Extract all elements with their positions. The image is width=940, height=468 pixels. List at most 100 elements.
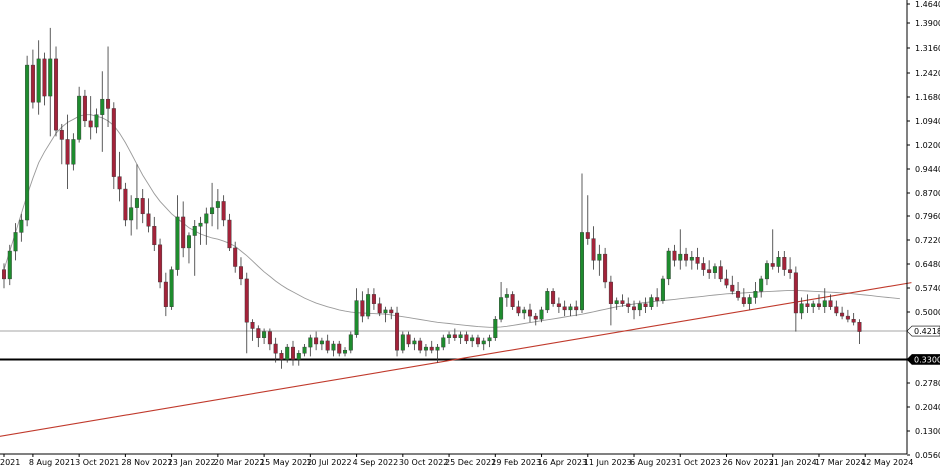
candle-body bbox=[175, 216, 180, 270]
candle-body bbox=[377, 303, 382, 314]
candle-body bbox=[822, 300, 827, 307]
candle bbox=[707, 260, 712, 279]
candle bbox=[684, 247, 689, 267]
candle-body bbox=[366, 294, 371, 317]
candle-body bbox=[793, 272, 798, 314]
candle-body bbox=[71, 139, 76, 165]
candle-body bbox=[447, 334, 452, 338]
candle-body bbox=[597, 253, 602, 261]
candle bbox=[562, 300, 567, 317]
candle-body bbox=[395, 312, 400, 351]
candle-body bbox=[776, 257, 781, 267]
candle-body bbox=[134, 198, 139, 208]
candle bbox=[227, 213, 232, 252]
candle-body bbox=[250, 322, 255, 329]
candle-body bbox=[660, 278, 665, 301]
candle-body bbox=[499, 297, 504, 320]
x-tick-label: 17 Mar 2024 bbox=[815, 458, 866, 467]
candle bbox=[840, 306, 845, 320]
candle-body bbox=[475, 337, 480, 345]
candle bbox=[522, 306, 527, 320]
candle bbox=[291, 340, 296, 366]
x-tick-label: 4 Sep 2022 bbox=[353, 458, 399, 467]
candle-body bbox=[811, 303, 816, 307]
candle bbox=[724, 269, 729, 289]
candle bbox=[718, 260, 723, 283]
candle bbox=[88, 96, 93, 140]
candle bbox=[689, 251, 694, 270]
candle-body bbox=[406, 334, 411, 345]
candle bbox=[134, 164, 139, 230]
candle-body bbox=[516, 306, 521, 314]
candle bbox=[383, 306, 388, 323]
y-tick-label: 1.4640 bbox=[915, 0, 940, 9]
candle-body bbox=[649, 297, 654, 307]
candle-body bbox=[418, 340, 423, 351]
candle-body bbox=[123, 188, 128, 221]
x-tick-label: 16 Apr 2023 bbox=[538, 458, 587, 467]
candle bbox=[146, 198, 151, 233]
candle-body bbox=[59, 129, 64, 140]
candle bbox=[412, 337, 417, 351]
candle-body bbox=[585, 232, 590, 239]
candle bbox=[59, 123, 64, 165]
candle bbox=[539, 306, 544, 323]
current-price-badge-label: 0.4218 bbox=[914, 327, 940, 336]
candle-body bbox=[279, 353, 284, 360]
candle-body bbox=[19, 219, 24, 233]
candle-body bbox=[54, 58, 59, 131]
candle-body bbox=[788, 269, 793, 273]
candle-body bbox=[736, 291, 741, 298]
candle bbox=[660, 275, 665, 304]
candle bbox=[585, 195, 590, 245]
x-tick-label: 11 Jun 2023 bbox=[584, 458, 632, 467]
candle bbox=[354, 288, 359, 338]
current-price-badge-shape bbox=[906, 325, 940, 337]
candle-body bbox=[672, 250, 677, 261]
x-tick-label: 15 May 2022 bbox=[260, 458, 312, 467]
candle bbox=[475, 334, 480, 348]
candle-body bbox=[181, 216, 186, 249]
candle bbox=[158, 238, 163, 289]
candle-body bbox=[845, 315, 850, 320]
candle-body bbox=[452, 334, 457, 338]
candle-body bbox=[296, 353, 301, 360]
candle-body bbox=[30, 64, 35, 103]
candle bbox=[643, 297, 648, 313]
candle bbox=[238, 257, 243, 286]
x-tick-label: 19 Feb 2023 bbox=[491, 458, 541, 467]
candle-body bbox=[129, 207, 134, 221]
candle bbox=[614, 297, 619, 310]
candle-body bbox=[146, 213, 151, 227]
candle bbox=[360, 291, 365, 323]
candle bbox=[175, 195, 180, 276]
candle-body bbox=[464, 334, 469, 342]
candle-body bbox=[435, 346, 440, 351]
candle bbox=[371, 288, 376, 310]
candle bbox=[580, 173, 585, 313]
x-tick-label: 3 Oct 2021 bbox=[75, 458, 119, 467]
candle-body bbox=[42, 58, 47, 97]
candle-body bbox=[7, 250, 12, 280]
candle-body bbox=[764, 263, 769, 280]
candle bbox=[418, 337, 423, 354]
candle-body bbox=[816, 303, 821, 307]
candle bbox=[805, 294, 810, 313]
candle-body bbox=[210, 207, 215, 215]
candle bbox=[816, 294, 821, 310]
candle bbox=[2, 263, 6, 289]
candle-body bbox=[666, 250, 671, 280]
candle bbox=[19, 213, 24, 242]
candle bbox=[493, 316, 498, 341]
candle bbox=[458, 331, 463, 344]
candle bbox=[568, 303, 573, 317]
candle bbox=[551, 288, 556, 307]
x-tick-label: 30 Oct 2022 bbox=[399, 458, 448, 467]
candle-body bbox=[637, 303, 642, 311]
